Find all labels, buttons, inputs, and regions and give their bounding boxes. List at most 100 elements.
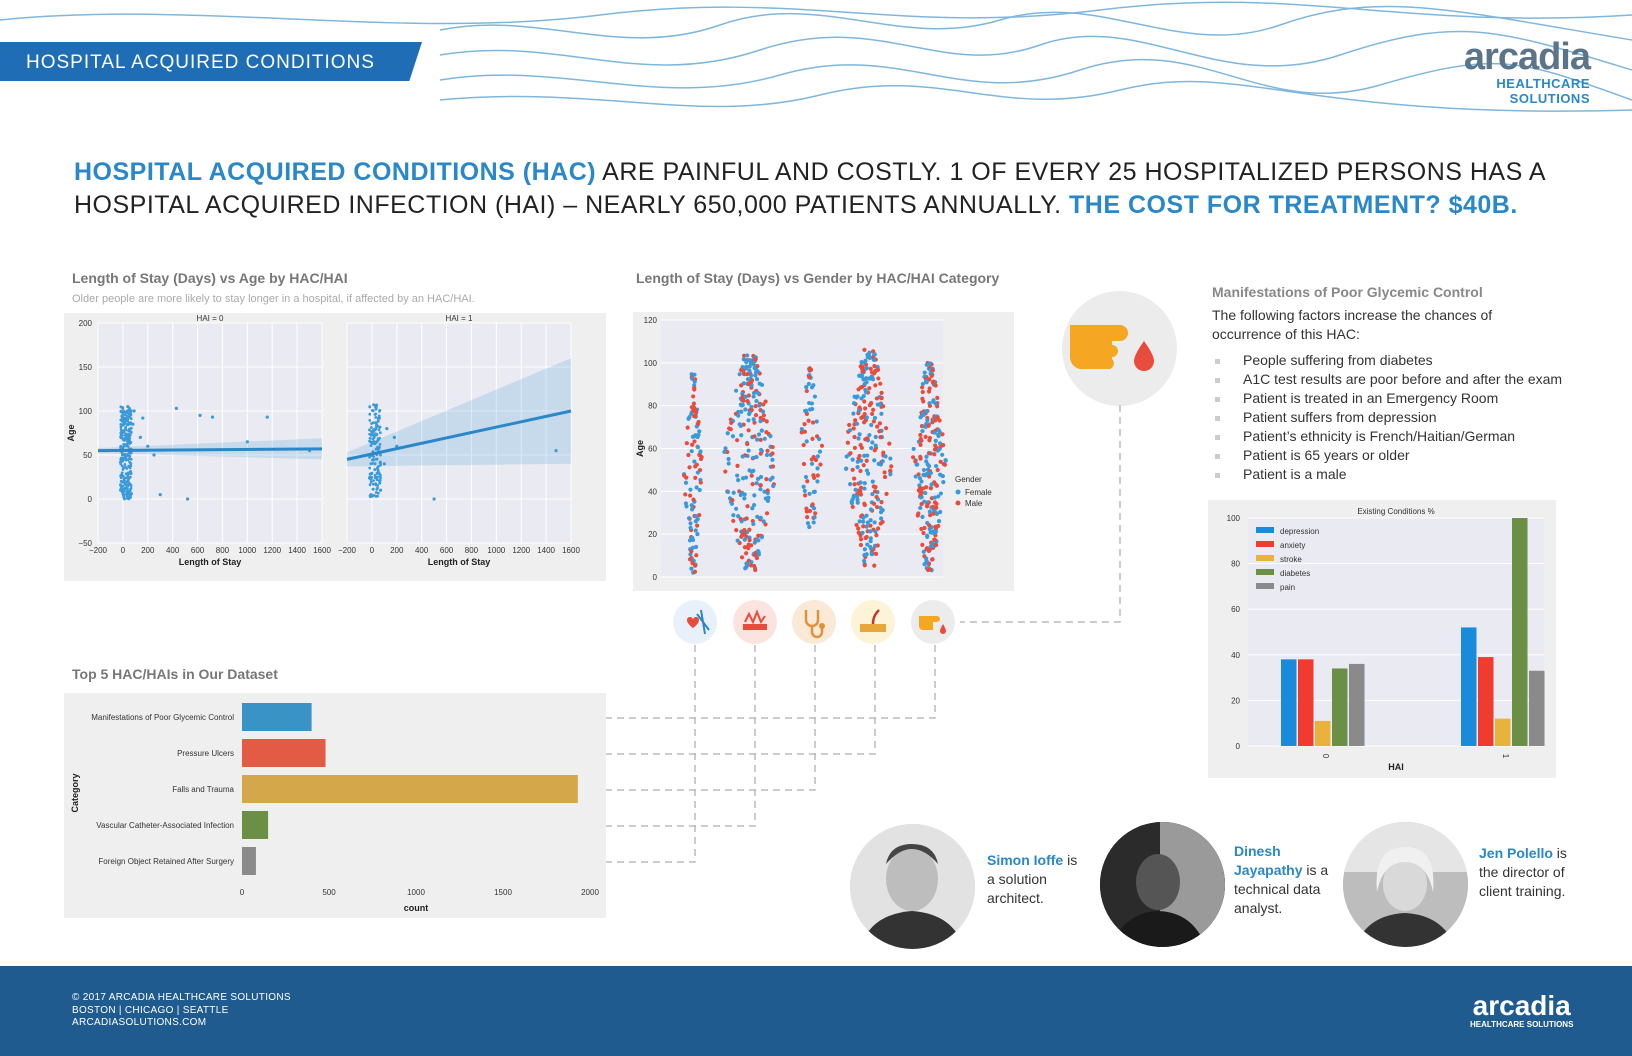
scatter-point bbox=[123, 417, 127, 421]
swarm-point bbox=[759, 382, 765, 388]
scatter-point bbox=[368, 412, 372, 416]
scatter-point bbox=[120, 414, 124, 418]
swarm-point bbox=[819, 443, 825, 448]
swarm-point bbox=[855, 465, 860, 470]
swarm-point bbox=[691, 401, 697, 406]
swarm-point bbox=[804, 506, 809, 511]
swarm-point bbox=[868, 507, 874, 512]
avatar-simon bbox=[850, 824, 975, 949]
swarm-point bbox=[722, 449, 727, 455]
swarm-point bbox=[925, 534, 930, 539]
swarm-point bbox=[751, 362, 756, 367]
swarm-point bbox=[754, 481, 759, 486]
swarm-point bbox=[870, 440, 875, 445]
scatter-point bbox=[374, 412, 378, 416]
swarm-point bbox=[697, 429, 702, 434]
swarm-point bbox=[925, 418, 930, 423]
scatter-point bbox=[122, 495, 126, 499]
footer-website[interactable]: ARCADIASOLUTIONS.COM bbox=[72, 1017, 207, 1028]
scatter-point bbox=[126, 483, 130, 487]
swarm-point bbox=[739, 534, 744, 539]
swarm-point bbox=[865, 542, 870, 547]
swarm-point bbox=[933, 401, 938, 406]
swarm-point bbox=[872, 563, 877, 568]
swarm-point bbox=[803, 493, 808, 498]
swarm-point bbox=[812, 394, 818, 399]
x-tick-label: 600 bbox=[440, 546, 454, 555]
legend-label: diabetes bbox=[1280, 569, 1310, 578]
legend-label: anxiety bbox=[1280, 541, 1305, 550]
swarm-point bbox=[873, 529, 878, 534]
scatter-point bbox=[119, 456, 123, 460]
swarm-point bbox=[920, 542, 925, 547]
swarm-point bbox=[851, 411, 856, 416]
scatter-point bbox=[374, 405, 378, 409]
swarm-point bbox=[927, 403, 933, 408]
swarm-point bbox=[753, 373, 758, 378]
swarm-point bbox=[911, 446, 916, 452]
swarm-point bbox=[744, 516, 749, 521]
swarm-point bbox=[810, 406, 815, 412]
scatter-point bbox=[372, 455, 376, 458]
swarm-point bbox=[741, 530, 746, 535]
swarm-point bbox=[888, 472, 893, 477]
swarm-point bbox=[756, 432, 762, 437]
x-tick-label: 1600 bbox=[562, 546, 580, 555]
swarm-point bbox=[920, 381, 926, 387]
person-role: is a solution architect. bbox=[987, 852, 1078, 906]
y-tick-label: 40 bbox=[648, 487, 657, 496]
swarm-point bbox=[738, 492, 743, 498]
swarm-point bbox=[864, 468, 870, 473]
footer-cities: BOSTON | CHICAGO | SEATTLE bbox=[72, 1004, 229, 1016]
swarm-point bbox=[935, 467, 940, 473]
swarm-point bbox=[883, 426, 889, 431]
swarm-point bbox=[856, 387, 861, 392]
scatter-point bbox=[141, 416, 145, 420]
swarm-point bbox=[743, 475, 749, 480]
scatter-point bbox=[374, 427, 378, 431]
scatter-point bbox=[129, 469, 133, 473]
swarm-point bbox=[862, 347, 867, 352]
swarm-point bbox=[872, 352, 877, 357]
scatter-point bbox=[369, 462, 373, 466]
swarm-point bbox=[919, 501, 924, 507]
swarm-point bbox=[693, 528, 698, 533]
swarm-point bbox=[692, 372, 697, 377]
swarm-point bbox=[695, 523, 700, 528]
swarm-point bbox=[745, 353, 750, 358]
scatter-point bbox=[125, 490, 128, 494]
swarm-point bbox=[936, 519, 942, 524]
swarm-point bbox=[753, 357, 758, 362]
swarm-point bbox=[873, 443, 878, 448]
swarm-point bbox=[856, 408, 862, 413]
swarm-point bbox=[915, 513, 920, 518]
banner-title: HOSPITAL ACQUIRED CONDITIONS bbox=[0, 42, 422, 81]
scatter-point bbox=[128, 460, 132, 464]
scatter-point bbox=[121, 429, 125, 433]
swarm-point bbox=[811, 520, 816, 525]
category-label: Pressure Ulcers bbox=[177, 749, 234, 758]
bar bbox=[1298, 659, 1314, 746]
swarm-point bbox=[931, 504, 936, 509]
swarm-point bbox=[934, 511, 940, 516]
swarm-point bbox=[868, 529, 873, 534]
swarm-point bbox=[693, 544, 699, 550]
swarm-point bbox=[810, 502, 815, 507]
swarm-point bbox=[862, 481, 867, 486]
scatter-point bbox=[368, 475, 372, 479]
arcadia-logo: arcadia HEALTHCARE SOLUTIONS bbox=[1420, 38, 1591, 106]
swarm-point bbox=[761, 413, 766, 418]
swarm-point bbox=[933, 529, 939, 534]
headline-part3: THE COST FOR TREATMENT? $40B. bbox=[1069, 191, 1518, 219]
swarm-point bbox=[751, 390, 757, 396]
swarm-point bbox=[734, 527, 739, 533]
swarm-point bbox=[746, 418, 751, 423]
swarm-point bbox=[921, 411, 926, 416]
x-tick-label: 200 bbox=[141, 546, 155, 555]
swarm-point bbox=[847, 422, 852, 428]
swarm-point bbox=[865, 520, 870, 525]
footer: © 2017 ARCADIA HEALTHCARE SOLUTIONS BOST… bbox=[0, 966, 1632, 1056]
scatter-point bbox=[122, 493, 126, 496]
swarm-point bbox=[936, 433, 941, 439]
swarm-point bbox=[731, 518, 736, 524]
